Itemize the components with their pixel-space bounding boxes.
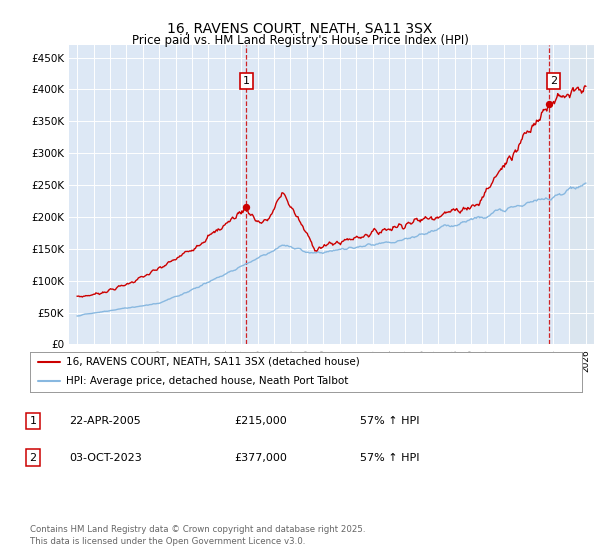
- Point: [544, 100, 554, 109]
- Text: 1: 1: [29, 416, 37, 426]
- Bar: [569, 45, 594, 344]
- Text: 2: 2: [29, 452, 37, 463]
- Text: 16, RAVENS COURT, NEATH, SA11 3SX: 16, RAVENS COURT, NEATH, SA11 3SX: [167, 22, 433, 36]
- Text: 22-APR-2005: 22-APR-2005: [69, 416, 141, 426]
- Text: 57% ↑ HPI: 57% ↑ HPI: [360, 452, 419, 463]
- Text: 03-OCT-2023: 03-OCT-2023: [69, 452, 142, 463]
- Text: 1: 1: [243, 76, 250, 86]
- Text: HPI: Average price, detached house, Neath Port Talbot: HPI: Average price, detached house, Neat…: [66, 376, 348, 386]
- Text: 57% ↑ HPI: 57% ↑ HPI: [360, 416, 419, 426]
- Point: [242, 203, 251, 212]
- Text: £215,000: £215,000: [234, 416, 287, 426]
- Text: 2: 2: [550, 76, 557, 86]
- Text: £377,000: £377,000: [234, 452, 287, 463]
- Text: Contains HM Land Registry data © Crown copyright and database right 2025.
This d: Contains HM Land Registry data © Crown c…: [30, 525, 365, 546]
- Text: 16, RAVENS COURT, NEATH, SA11 3SX (detached house): 16, RAVENS COURT, NEATH, SA11 3SX (detac…: [66, 357, 359, 367]
- Text: Price paid vs. HM Land Registry's House Price Index (HPI): Price paid vs. HM Land Registry's House …: [131, 34, 469, 46]
- Bar: [569, 45, 594, 344]
